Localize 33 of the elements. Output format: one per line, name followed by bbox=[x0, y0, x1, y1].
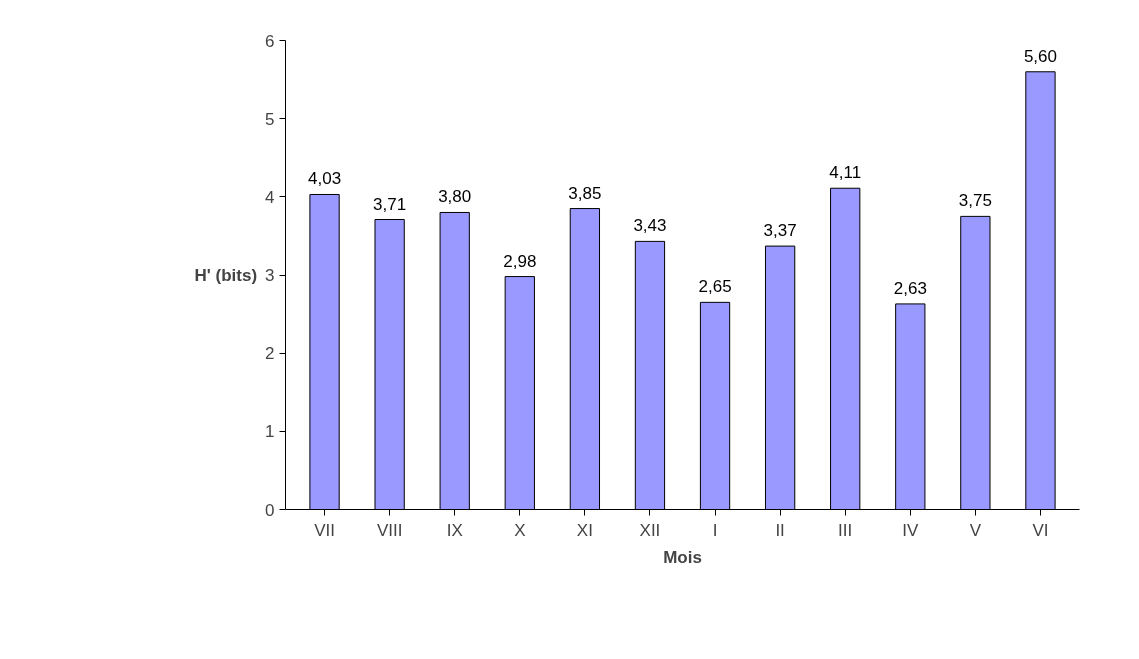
x-tick-label: XII bbox=[639, 520, 661, 540]
y-tick-label: 6 bbox=[265, 31, 275, 51]
data-label: 3,75 bbox=[958, 191, 992, 211]
x-tick-label: VIII bbox=[376, 520, 403, 540]
data-label: 5,60 bbox=[1023, 46, 1057, 66]
x-tick-label: II bbox=[775, 520, 785, 540]
x-tick-label: XI bbox=[576, 520, 593, 540]
x-tick-label: VII bbox=[314, 520, 335, 540]
data-label: 3,71 bbox=[373, 194, 407, 214]
data-label: 2,63 bbox=[893, 278, 927, 298]
y-tick-label: 1 bbox=[265, 422, 275, 442]
x-axis-title: Mois bbox=[663, 547, 702, 567]
x-tick-label: I bbox=[712, 520, 718, 540]
x-tick-label: III bbox=[838, 520, 853, 540]
data-label: 2,65 bbox=[698, 277, 732, 297]
x-tick-label: IV bbox=[902, 520, 919, 540]
x-tick-label: VI bbox=[1032, 520, 1049, 540]
data-label: 3,43 bbox=[633, 216, 667, 236]
y-tick-label: 4 bbox=[265, 187, 275, 207]
data-label: 3,37 bbox=[763, 221, 797, 241]
y-tick-label: 2 bbox=[265, 344, 275, 364]
y-tick-label: 5 bbox=[265, 109, 275, 129]
data-label: 3,80 bbox=[438, 187, 472, 207]
data-label: 3,85 bbox=[568, 183, 602, 203]
y-axis-title: H' (bits) bbox=[194, 265, 258, 285]
data-label: 4,03 bbox=[308, 169, 342, 189]
x-tick-label: V bbox=[969, 520, 982, 540]
y-tick-label: 3 bbox=[265, 266, 275, 285]
x-tick-label: IX bbox=[446, 520, 463, 540]
data-label: 2,98 bbox=[503, 251, 537, 271]
y-tick-label: 0 bbox=[265, 500, 275, 520]
x-tick-label: X bbox=[514, 520, 526, 540]
data-label: 4,11 bbox=[829, 163, 862, 183]
